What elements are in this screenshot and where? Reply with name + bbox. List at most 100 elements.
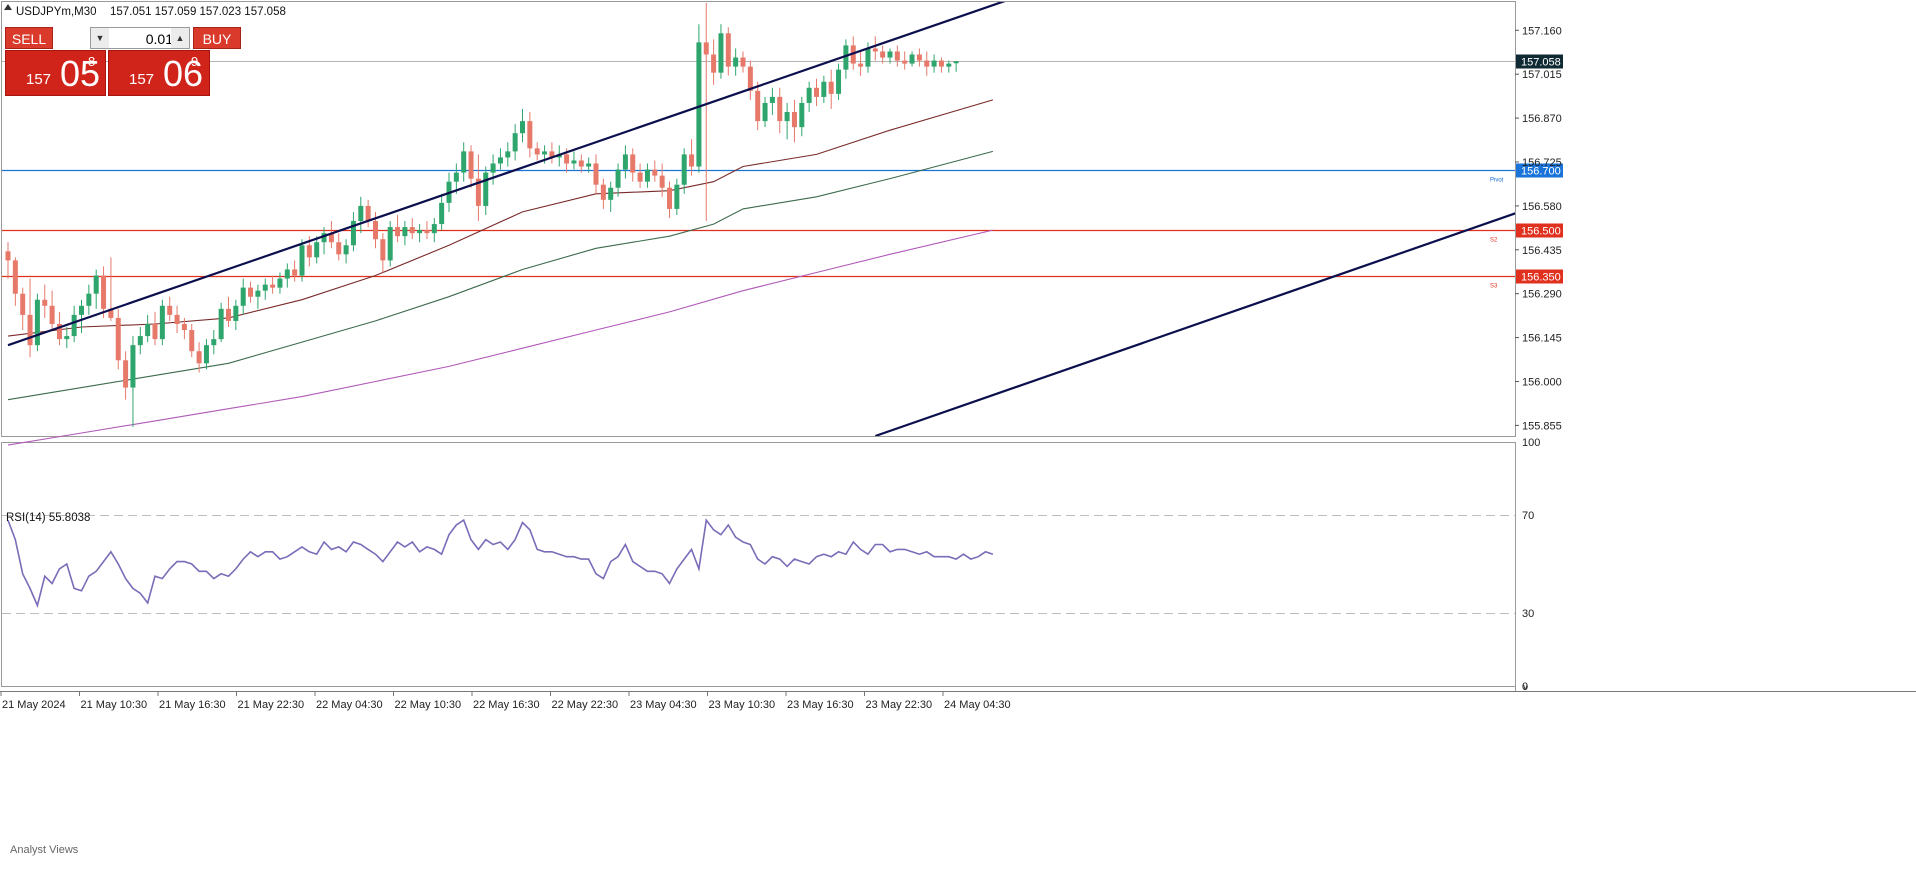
channel-upper-line[interactable] xyxy=(7,0,1052,347)
collapse-arrow-icon[interactable] xyxy=(4,4,12,10)
sell-button[interactable]: SELL xyxy=(5,27,53,49)
candle xyxy=(417,224,423,243)
time-tick-label: 22 May 16:30 xyxy=(473,699,540,711)
candle xyxy=(240,278,246,315)
candle-body xyxy=(946,63,952,67)
candle-body xyxy=(858,63,864,67)
candle-body xyxy=(424,230,430,234)
candle xyxy=(953,60,959,72)
price-tick-label: 156.290 xyxy=(1522,289,1562,301)
candle xyxy=(167,296,173,321)
candle-body xyxy=(233,305,239,321)
current-price-label: 157.058 xyxy=(1521,57,1561,69)
candle xyxy=(395,214,401,243)
candle xyxy=(630,148,636,182)
candle-body xyxy=(453,172,459,182)
candle-body xyxy=(872,48,878,52)
candle xyxy=(27,278,33,358)
candle-body xyxy=(865,48,871,67)
candle-body xyxy=(137,336,143,346)
one-click-trading-panel: SELL ▼ ▲ BUY 157 05 8 157 06 9 xyxy=(5,27,259,97)
candle-body xyxy=(512,133,518,152)
price-tick-label: 156.580 xyxy=(1522,201,1562,213)
candle-body xyxy=(130,345,136,388)
current-price-tag xyxy=(1516,54,1563,69)
candle xyxy=(512,124,518,161)
candle xyxy=(284,263,290,288)
analyst-views-tab[interactable]: Analyst Views xyxy=(10,844,79,856)
candle xyxy=(424,221,430,240)
buy-button[interactable]: BUY xyxy=(193,27,241,49)
sell-price-prefix: 157 xyxy=(26,71,52,88)
candle-body xyxy=(226,308,231,321)
level-tag: S2 xyxy=(1490,238,1498,244)
candle-body xyxy=(328,233,334,243)
rsi-tick-label: 0 xyxy=(1522,681,1528,693)
candle xyxy=(858,51,864,76)
level-price-tag[interactable] xyxy=(1516,269,1563,284)
buy-price-display[interactable]: 157 06 9 xyxy=(108,50,210,96)
candle-body xyxy=(306,245,312,258)
candle-body xyxy=(520,121,525,134)
candle-body xyxy=(417,230,423,234)
level-price-tag[interactable] xyxy=(1516,163,1563,178)
candle xyxy=(902,51,908,70)
candle-body xyxy=(755,90,761,122)
candle xyxy=(924,51,930,76)
candle-body xyxy=(608,187,614,200)
candle xyxy=(791,99,797,143)
candle xyxy=(49,290,55,331)
lot-increase-icon[interactable]: ▲ xyxy=(171,28,189,48)
time-tick-label: 21 May 2024 xyxy=(2,699,66,711)
candle xyxy=(64,327,70,349)
candle xyxy=(806,81,812,113)
sell-price-display[interactable]: 157 05 8 xyxy=(5,50,106,96)
candle-body xyxy=(321,233,327,243)
candle-body xyxy=(211,339,217,346)
candle xyxy=(880,45,886,64)
candle xyxy=(608,181,614,212)
lot-decrease-icon[interactable]: ▼ xyxy=(91,28,109,48)
channel-lower-line[interactable] xyxy=(874,206,1537,436)
candle-body xyxy=(637,172,643,182)
price-tick-label: 155.855 xyxy=(1522,420,1562,432)
candle xyxy=(843,39,849,79)
candle-body xyxy=(108,308,114,318)
candle-body xyxy=(674,184,680,209)
candle xyxy=(468,145,474,188)
candle-body xyxy=(703,42,709,55)
candle-body xyxy=(218,308,224,340)
candle xyxy=(828,69,834,109)
rsi-tick-label: 30 xyxy=(1522,608,1534,620)
candle-body xyxy=(828,81,834,94)
candle-body xyxy=(490,163,496,173)
lot-size-input[interactable] xyxy=(111,29,175,49)
candle xyxy=(549,142,555,164)
candle xyxy=(270,275,276,294)
level-price-tag[interactable] xyxy=(1516,223,1563,238)
candle xyxy=(740,51,746,73)
buy-price-prefix: 157 xyxy=(129,71,155,88)
lot-size-field[interactable]: ▼ ▲ xyxy=(90,27,190,49)
candle-body xyxy=(644,169,650,182)
candle xyxy=(358,196,364,234)
candle-body xyxy=(240,287,246,306)
candle-body xyxy=(409,227,415,234)
candle xyxy=(762,96,768,128)
candle-body xyxy=(93,275,99,294)
price-tick-label: 156.435 xyxy=(1522,245,1562,257)
candle xyxy=(718,24,724,79)
candle-body xyxy=(836,69,842,94)
candle xyxy=(101,266,107,318)
candle-body xyxy=(505,151,511,158)
candle-body xyxy=(387,227,393,261)
price-tick-label: 156.145 xyxy=(1522,333,1562,345)
ma-fast-line xyxy=(7,99,994,337)
ohlc-values: 157.051 157.059 157.023 157.058 xyxy=(110,6,286,18)
candle xyxy=(725,27,731,76)
candle-body xyxy=(718,33,724,73)
candle-body xyxy=(395,227,401,237)
candle-body xyxy=(791,112,797,128)
